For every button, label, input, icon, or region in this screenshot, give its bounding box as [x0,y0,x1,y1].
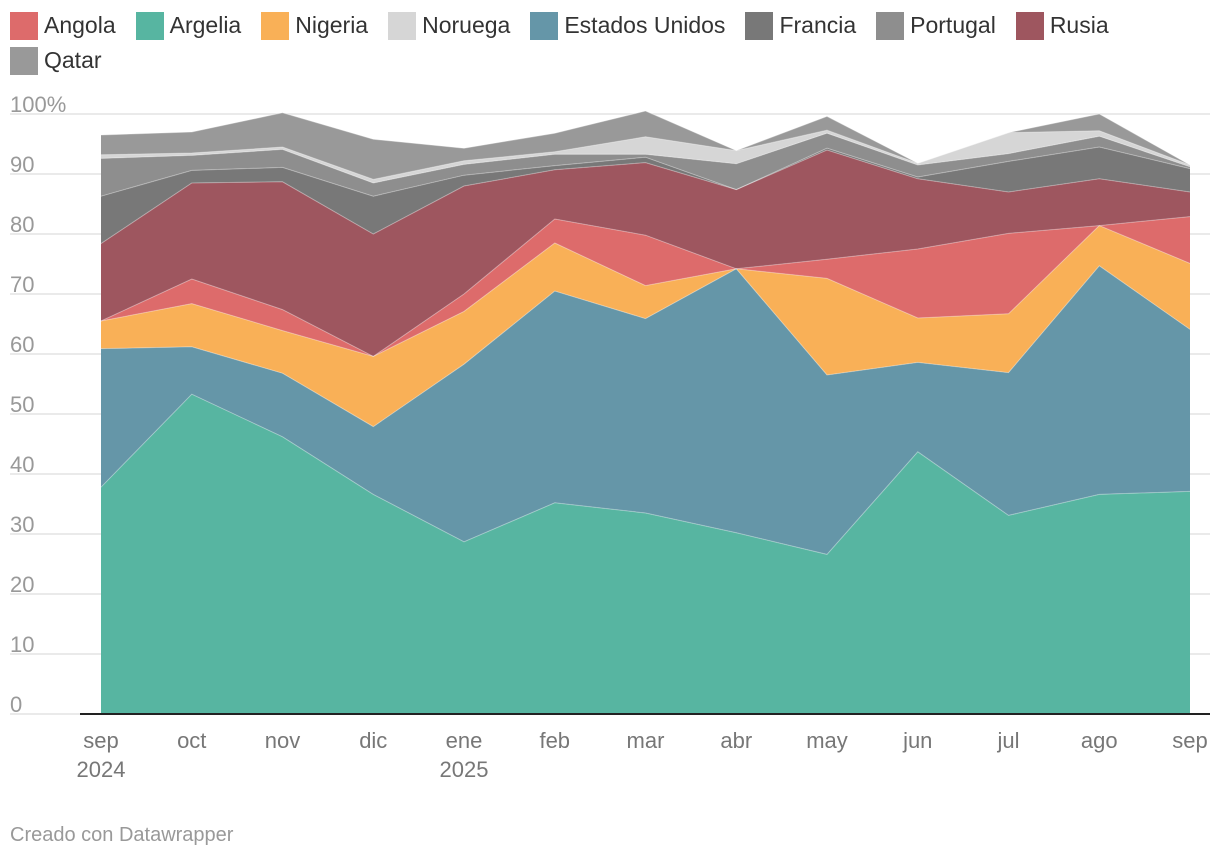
y-tick-label: 80 [10,212,34,237]
area-francia [101,147,1190,244]
legend-label: Portugal [910,12,996,38]
area-argelia [101,394,1190,714]
x-tick-year-label: 2025 [440,757,489,782]
y-tick-label: 0 [10,692,22,717]
x-tick-label: sep [83,728,118,753]
y-tick-label: 100% [10,92,66,117]
legend-swatch [745,11,774,40]
legend-label: Noruega [422,12,511,38]
legend-swatch [530,11,559,40]
y-tick-label: 10 [10,632,34,657]
legend-swatch [388,11,417,40]
legend-item-portugal: Portugal [876,11,996,40]
x-tick-label: jun [902,728,932,753]
y-tick-label: 50 [10,392,34,417]
legend-label: Francia [779,12,857,38]
x-tick-year-label: 2024 [77,757,126,782]
area-edge-rusia [100,149,1191,245]
x-tick-label: nov [265,728,300,753]
x-tick-label: jul [996,728,1019,753]
y-tick-label: 30 [10,512,34,537]
series-edge-lines [100,110,1191,555]
area-edge-angola [100,216,1191,357]
area-qatar [101,111,1190,180]
area-noruega [101,130,1190,183]
legend-label: Argelia [169,12,242,38]
x-tick-label: oct [177,728,206,753]
area-edge-portugal [100,132,1191,184]
legend-item-qatar: Qatar [10,46,102,75]
legend-swatch [10,11,38,40]
legend-swatch [135,11,164,40]
legend-swatch [10,46,38,75]
legend-item-francia: Francia [745,11,857,40]
area-edge-estados-unidos [100,265,1191,428]
legend-label: Angola [44,12,116,38]
legend-item-argelia: Argelia [135,11,242,40]
x-tick-label: feb [539,728,570,753]
legend-label: Estados Unidos [564,12,726,38]
area-edge-noruega [100,129,1191,180]
legend-item-nigeria: Nigeria [261,11,369,40]
x-tick-label: dic [359,728,387,753]
area-series-layer [101,111,1190,714]
y-tick-label: 90 [10,152,34,177]
legend-swatch [876,11,905,40]
x-tick-label: ago [1081,728,1118,753]
legend-item-estados-unidos: Estados Unidos [530,11,726,40]
x-tick-label: may [806,728,848,753]
legend-label: Nigeria [295,12,369,38]
y-tick-label: 20 [10,572,34,597]
legend-swatch [261,11,290,40]
legend-item-angola: Angola [10,11,116,40]
x-tick-label: mar [627,728,665,753]
y-tick-label: 60 [10,332,34,357]
x-tick-label: ene [446,728,483,753]
legend-swatch [1015,11,1044,40]
chart-legend: Angola Argelia Nigeria Noruega Estados Unido… [10,11,1210,75]
legend-item-noruega: Noruega [388,11,511,40]
area-edge-francia [100,146,1191,197]
area-rusia [101,150,1190,357]
area-edge-nigeria [100,225,1191,357]
y-tick-label: 40 [10,452,34,477]
x-tick-label: sep [1172,728,1207,753]
legend-item-rusia: Rusia [1015,11,1109,40]
area-edge-qatar [100,110,1191,166]
area-nigeria [101,225,1190,427]
x-axis-ticks: sep 2024 oct nov dic ene 2025 feb mar abr may jun ju… [77,728,1208,782]
area-edge-argelia [100,393,1191,555]
area-estados-unidos [101,265,1190,555]
y-axis-ticks: 100% 90 80 70 60 50 40 30 20 10 0 [10,92,66,717]
y-tick-label: 70 [10,272,34,297]
legend-label: Rusia [1049,12,1109,38]
legend-label: Qatar [44,47,102,73]
credit-text: Creado con Datawrapper [10,824,234,846]
area-angola [101,216,1190,357]
x-tick-label: abr [720,728,752,753]
area-portugal [101,133,1190,197]
